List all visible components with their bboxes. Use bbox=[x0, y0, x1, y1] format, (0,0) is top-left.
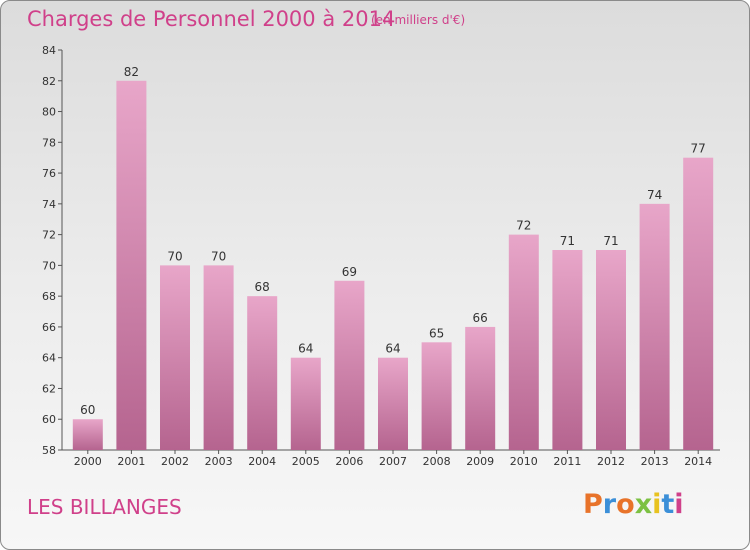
x-tick-label: 2010 bbox=[510, 455, 538, 468]
y-tick-label: 70 bbox=[42, 259, 56, 272]
y-tick-label: 74 bbox=[42, 198, 56, 211]
x-tick-label: 2009 bbox=[466, 455, 494, 468]
bar-value-label: 66 bbox=[473, 311, 488, 325]
y-tick-label: 72 bbox=[42, 229, 56, 242]
x-tick-label: 2006 bbox=[335, 455, 363, 468]
logo-letter: i bbox=[674, 489, 684, 520]
chart-subtitle: (en milliers d'€) bbox=[371, 13, 466, 27]
bar bbox=[160, 265, 190, 450]
x-tick-label: 2012 bbox=[597, 455, 625, 468]
x-tick-label: 2013 bbox=[641, 455, 669, 468]
bar-value-label: 72 bbox=[516, 219, 531, 233]
y-tick-label: 68 bbox=[42, 290, 56, 303]
bar bbox=[203, 265, 234, 450]
bar bbox=[552, 250, 583, 450]
y-tick-label: 78 bbox=[42, 136, 56, 149]
bar-value-label: 69 bbox=[342, 265, 357, 279]
bar-value-label: 65 bbox=[429, 326, 444, 340]
bar bbox=[683, 157, 714, 450]
x-tick-label: 2008 bbox=[423, 455, 451, 468]
x-tick-label: 2007 bbox=[379, 455, 407, 468]
logo-letter: i bbox=[652, 489, 662, 520]
bar-value-label: 60 bbox=[80, 403, 95, 417]
bar bbox=[247, 296, 278, 450]
bar-value-label: 77 bbox=[691, 142, 706, 156]
logo-letter: r bbox=[602, 489, 617, 520]
bars: 60 82 70 70 68 64 69 64 65 66 72 71 71 74 77 bbox=[72, 65, 714, 451]
bar-value-label: 74 bbox=[647, 188, 662, 202]
x-tick-label: 2011 bbox=[553, 455, 581, 468]
x-tick-label: 2002 bbox=[161, 455, 189, 468]
bar-value-label: 64 bbox=[298, 342, 313, 356]
logo-letter: o bbox=[616, 489, 635, 520]
x-tick-label: 2000 bbox=[74, 455, 102, 468]
y-tick-label: 58 bbox=[42, 444, 56, 457]
bar-value-label: 82 bbox=[124, 65, 139, 79]
bar bbox=[508, 234, 539, 450]
y-tick-label: 66 bbox=[42, 321, 56, 334]
x-tick-label: 2001 bbox=[117, 455, 145, 468]
x-tick-label: 2005 bbox=[292, 455, 320, 468]
logo-letter: t bbox=[661, 489, 675, 520]
bar bbox=[334, 280, 365, 450]
bar-value-label: 68 bbox=[255, 280, 270, 294]
y-tick-label: 84 bbox=[42, 44, 56, 57]
y-tick-label: 60 bbox=[42, 413, 56, 426]
logo-letter: P bbox=[583, 489, 603, 520]
chart-title: Charges de Personnel 2000 à 2014 bbox=[27, 7, 396, 31]
bar-value-label: 70 bbox=[167, 249, 182, 263]
y-tick-label: 82 bbox=[42, 75, 56, 88]
bar bbox=[421, 342, 452, 450]
bar bbox=[116, 80, 147, 451]
bar bbox=[290, 357, 321, 450]
logo-letter: x bbox=[634, 489, 653, 520]
bar bbox=[596, 250, 626, 450]
proxiti-logo: Proxiti bbox=[583, 489, 684, 520]
y-tick-label: 64 bbox=[42, 352, 56, 365]
y-tick-label: 76 bbox=[42, 167, 56, 180]
x-tick-label: 2004 bbox=[248, 455, 276, 468]
bar bbox=[72, 419, 103, 450]
y-tick-label: 62 bbox=[42, 382, 56, 395]
place-name: LES BILLANGES bbox=[27, 495, 182, 519]
bar bbox=[378, 357, 408, 450]
bar bbox=[465, 326, 496, 450]
bar-value-label: 71 bbox=[603, 234, 618, 248]
bar-value-label: 70 bbox=[211, 249, 226, 263]
x-tick-label: 2003 bbox=[205, 455, 233, 468]
bar-value-label: 64 bbox=[385, 342, 400, 356]
bar bbox=[639, 203, 670, 450]
x-tick-label: 2014 bbox=[684, 455, 712, 468]
y-tick-label: 80 bbox=[42, 106, 56, 119]
bar-value-label: 71 bbox=[560, 234, 575, 248]
